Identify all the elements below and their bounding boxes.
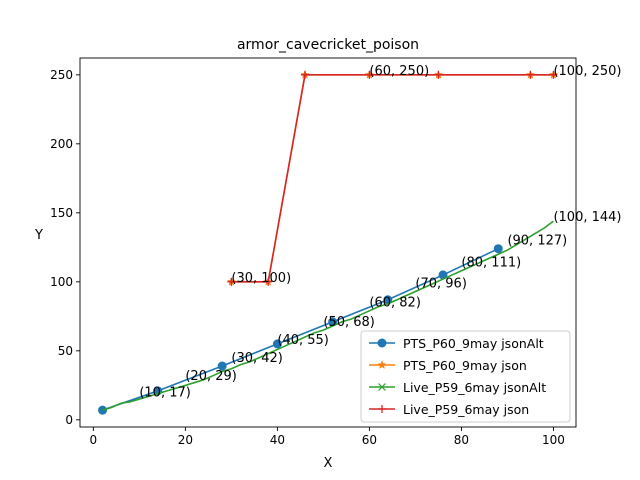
y-tick-label: 250 xyxy=(50,68,73,82)
legend-label: PTS_P60_9may jsonAlt xyxy=(403,336,544,351)
x-tick-label: 20 xyxy=(178,433,193,447)
series-2 xyxy=(102,220,554,411)
legend-entry: Live_P59_6may json xyxy=(369,402,529,417)
series-line xyxy=(102,247,499,411)
point-annotation: (70, 96) xyxy=(415,276,467,291)
series-line xyxy=(102,220,554,411)
data-point xyxy=(300,70,309,79)
point-annotation: (60, 250) xyxy=(369,64,429,79)
data-point xyxy=(272,339,282,349)
legend: PTS_P60_9may jsonAlt PTS_P60_9may json Liv… xyxy=(360,330,571,423)
series-3 xyxy=(227,70,558,286)
data-point xyxy=(526,70,535,79)
legend-marker xyxy=(378,405,386,413)
legend-label: Live_P59_6may json xyxy=(403,402,529,417)
point-annotation: (30, 100) xyxy=(231,271,291,286)
data-point xyxy=(227,277,236,286)
point-annotation: (60, 82) xyxy=(369,296,421,311)
point-annotation: (10, 17) xyxy=(139,385,191,400)
y-tick-label: 200 xyxy=(50,137,73,151)
legend-entry: Live_P59_6may jsonAlt xyxy=(369,380,546,395)
y-axis-label: Y xyxy=(34,228,43,243)
data-point xyxy=(98,405,108,415)
data-point xyxy=(264,277,273,286)
data-point xyxy=(549,70,558,79)
chart-title: armor_cavecricket_poison xyxy=(237,37,419,53)
point-annotation: (100, 144) xyxy=(553,210,621,225)
y-tick-label: 0 xyxy=(65,413,73,427)
point-annotation: (20, 29) xyxy=(185,369,237,384)
axes-frame xyxy=(79,57,577,428)
legend-marker xyxy=(377,360,387,369)
data-point xyxy=(217,361,227,371)
x-tick-label: 100 xyxy=(542,433,565,447)
point-annotation: (30, 42) xyxy=(231,351,283,366)
series-0 xyxy=(98,244,503,415)
point-annotation: (100, 250) xyxy=(553,64,621,79)
y-tick-label: 100 xyxy=(50,275,73,289)
legend-label: PTS_P60_9may json xyxy=(403,358,527,373)
point-annotation: (90, 127) xyxy=(507,234,567,249)
legend-marker xyxy=(377,338,387,348)
x-axis-label: X xyxy=(324,456,333,471)
point-annotation: (50, 68) xyxy=(323,315,375,330)
x-tick-label: 80 xyxy=(454,433,469,447)
legend-entry: PTS_P60_9may jsonAlt xyxy=(369,336,544,351)
y-tick-label: 150 xyxy=(50,206,73,220)
data-point xyxy=(434,70,443,79)
data-point xyxy=(365,70,374,79)
x-tick-label: 40 xyxy=(270,433,285,447)
legend-label: Live_P59_6may jsonAlt xyxy=(403,380,546,395)
legend-marker xyxy=(378,383,386,391)
point-annotation: (80, 111) xyxy=(461,256,521,271)
x-tick-label: 0 xyxy=(90,433,98,447)
y-tick-label: 50 xyxy=(58,344,73,358)
data-point xyxy=(493,244,503,254)
point-annotation: (40, 55) xyxy=(277,333,329,348)
plot-area: 0 20 40 60 80 100 0 50 100 150 200 250 (10, 17)(20, … xyxy=(50,57,622,447)
legend-box xyxy=(360,330,571,423)
legend-entry: PTS_P60_9may json xyxy=(369,358,527,373)
x-tick-label: 60 xyxy=(362,433,377,447)
